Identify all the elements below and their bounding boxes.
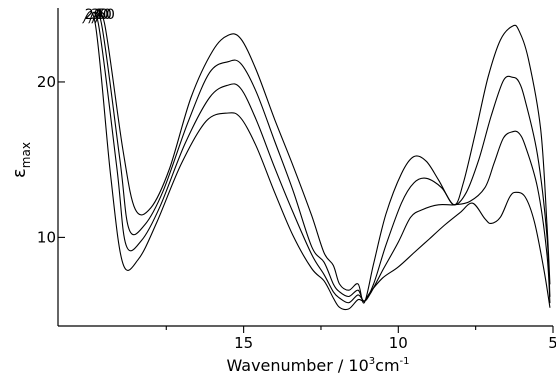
y-tick-label: 10 [37,228,56,246]
x-axis-title-main: Wavenumber / 10 [226,356,368,375]
x-tick-label: 10 [389,334,408,352]
axes [57,8,553,327]
x-tick-label: 15 [234,334,253,352]
x-axis-title-unit-power: -1 [400,356,410,367]
y-axis-symbol: ε [9,168,30,178]
series-label-20: 20 [85,7,103,23]
y-tick-label: 20 [37,73,56,91]
y-axis-title: εmax [9,142,33,178]
series-label-40: 40 [94,7,112,23]
tick-labels: 15 10 5 10 20 [37,73,556,352]
series-label-30: 30 [91,7,109,23]
y-axis-subscript: max [19,142,33,168]
series-curves [82,11,551,311]
series-line-40 [91,12,551,302]
x-axis-title-power: 3 [369,356,375,367]
series-label-50: 50 [97,7,115,23]
x-axis-title-unit: cm [375,356,399,375]
series-line-30 [88,11,551,304]
x-tick-label: 5 [548,334,556,352]
series-line-50 [94,12,551,304]
series-line-20 [82,11,551,311]
x-axis-title: Wavenumber / 103cm-1 [226,356,409,375]
tick-marks [58,81,554,333]
